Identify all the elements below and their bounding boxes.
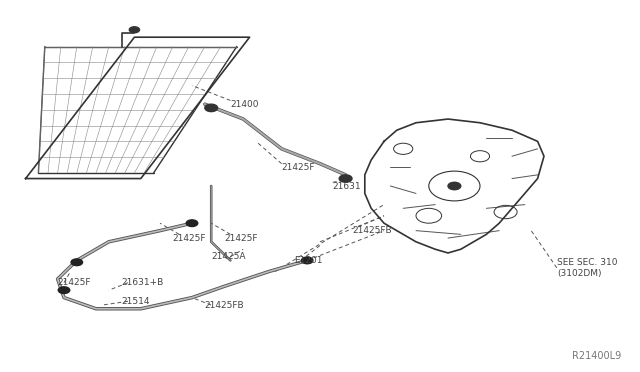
Circle shape	[339, 175, 352, 182]
Text: 21425FB: 21425FB	[352, 226, 392, 235]
Text: 21425FB: 21425FB	[205, 301, 244, 310]
Text: 21400: 21400	[230, 100, 259, 109]
Circle shape	[448, 182, 461, 190]
Text: 21425A: 21425A	[211, 252, 246, 261]
Text: E1201: E1201	[294, 256, 323, 265]
Text: 21425F: 21425F	[224, 234, 257, 243]
Text: 21514: 21514	[122, 297, 150, 306]
Circle shape	[58, 287, 70, 294]
Text: 21425F: 21425F	[282, 163, 315, 172]
Text: SEE SEC. 310
(3102DM): SEE SEC. 310 (3102DM)	[557, 258, 618, 278]
Text: 21425F: 21425F	[173, 234, 206, 243]
Circle shape	[205, 104, 218, 112]
Circle shape	[129, 27, 140, 33]
Text: 21631: 21631	[333, 182, 362, 190]
Circle shape	[186, 220, 198, 227]
Text: 21425F: 21425F	[58, 278, 91, 287]
Text: R21400L9: R21400L9	[572, 351, 621, 361]
Circle shape	[71, 259, 83, 266]
Text: 21631+B: 21631+B	[122, 278, 164, 287]
Circle shape	[301, 257, 313, 264]
